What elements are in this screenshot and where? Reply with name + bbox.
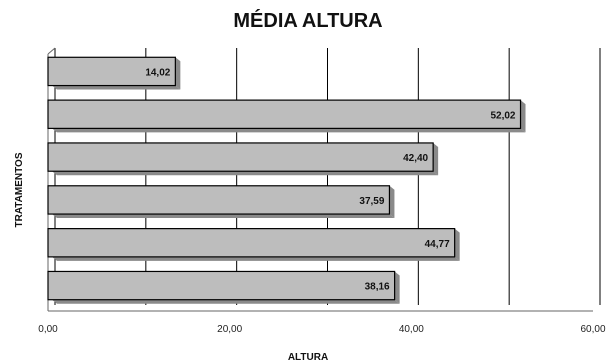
bar-side: [520, 100, 526, 133]
bars: 14,02 52,02 42,40 37,59 44,77 38,16: [47, 56, 526, 304]
bar-value-label: 52,02: [490, 110, 515, 121]
bar-value-label: 14,02: [145, 67, 170, 78]
x-axis-title: ALTURA: [288, 352, 328, 363]
depth-line: [47, 47, 56, 55]
bar: [47, 142, 434, 172]
x-tick-label: 0,00: [38, 324, 58, 335]
bar-value-label: 38,16: [365, 282, 390, 293]
bar-shadow: [52, 299, 400, 304]
bar-value-label: 37,59: [359, 196, 384, 207]
y-axis-title: TRATAMENTOS: [14, 152, 25, 227]
bar-value-label: 44,77: [425, 239, 450, 250]
bar-shadow: [52, 85, 181, 90]
x-tick-label: 60,00: [580, 324, 605, 335]
bar-shadow: [52, 256, 460, 261]
bar-side: [454, 228, 460, 261]
bar-side: [175, 57, 181, 90]
chart-title: MÉDIA ALTURA: [233, 10, 383, 32]
bar-shadow: [52, 128, 526, 133]
x-tick-label: 40,00: [399, 324, 424, 335]
x-axis-ticks: 0,00 20,00 40,00 60,00: [38, 324, 606, 335]
bar-side: [394, 271, 400, 304]
bar-value-label: 42,40: [403, 153, 428, 164]
x-tick-label: 20,00: [217, 324, 242, 335]
bar-shadow: [52, 214, 395, 219]
bar: [47, 270, 396, 301]
bar: [47, 185, 391, 215]
grid-lines: [47, 47, 601, 312]
bar: [47, 56, 176, 87]
bar-shadow: [52, 171, 439, 176]
bar-side: [433, 142, 439, 176]
bar: [47, 99, 522, 129]
bar-side: [389, 185, 395, 219]
bar: [47, 228, 456, 258]
